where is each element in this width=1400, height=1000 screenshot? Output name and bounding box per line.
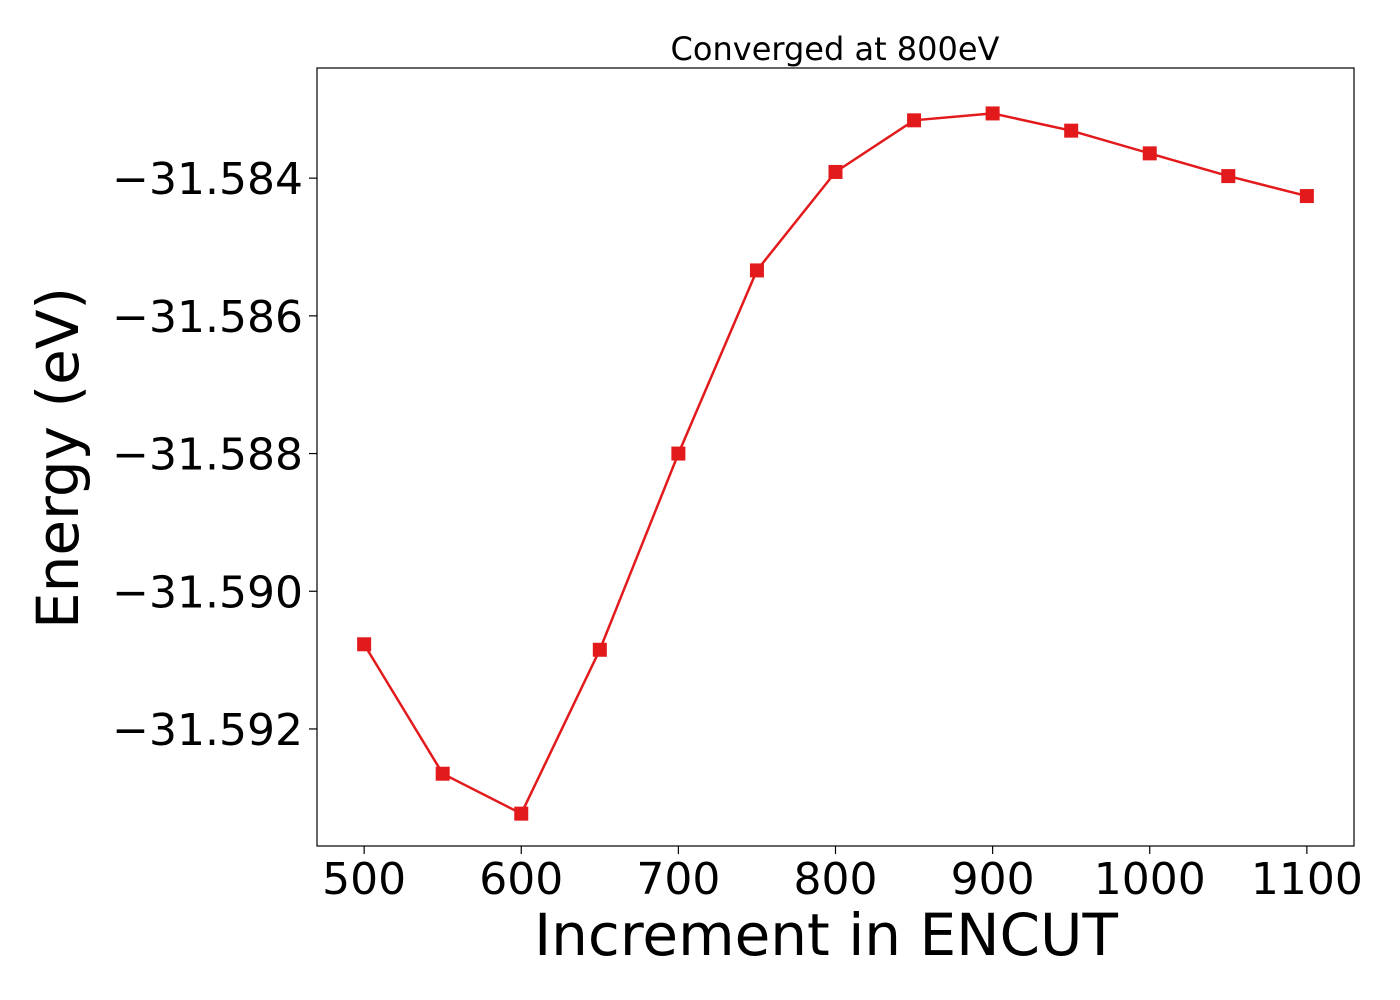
data-point	[1299, 189, 1314, 204]
x-axis-label: Increment in ENCUT	[534, 901, 1118, 969]
x-tick-label: 800	[794, 854, 878, 905]
y-tick-label: −31.588	[112, 430, 303, 481]
data-point	[828, 164, 843, 179]
data-point	[985, 106, 1000, 121]
y-tick-label: −31.584	[112, 154, 303, 205]
data-point	[514, 806, 529, 821]
plot-area	[316, 67, 1355, 847]
data-point	[1064, 123, 1079, 138]
y-tick-label: −31.592	[112, 705, 303, 756]
y-axis: −31.584 −31.586 −31.588 −31.590 −31.592	[112, 154, 317, 756]
y-axis-label: Energy (eV)	[24, 287, 92, 629]
x-tick-label: 900	[951, 854, 1035, 905]
x-tick-label: 600	[479, 854, 563, 905]
x-tick-label: 500	[322, 854, 406, 905]
data-point	[907, 113, 922, 128]
data-point	[357, 637, 372, 652]
series-line	[363, 112, 1308, 816]
data-point	[435, 766, 450, 781]
data-point	[1142, 146, 1157, 161]
data-point	[671, 446, 686, 461]
x-tick-label: 1100	[1251, 854, 1363, 905]
y-tick-label: −31.586	[112, 292, 303, 343]
x-tick-label: 1000	[1094, 854, 1206, 905]
data-point	[749, 263, 764, 278]
data-point	[1221, 169, 1236, 184]
x-tick-label: 700	[636, 854, 720, 905]
chart-title: Converged at 800eV	[671, 30, 1000, 68]
x-axis: 500 600 700 800 900 1000 1100	[322, 846, 1363, 905]
data-point	[592, 642, 607, 657]
series-energy	[357, 106, 1314, 821]
y-tick-label: −31.590	[112, 567, 303, 618]
